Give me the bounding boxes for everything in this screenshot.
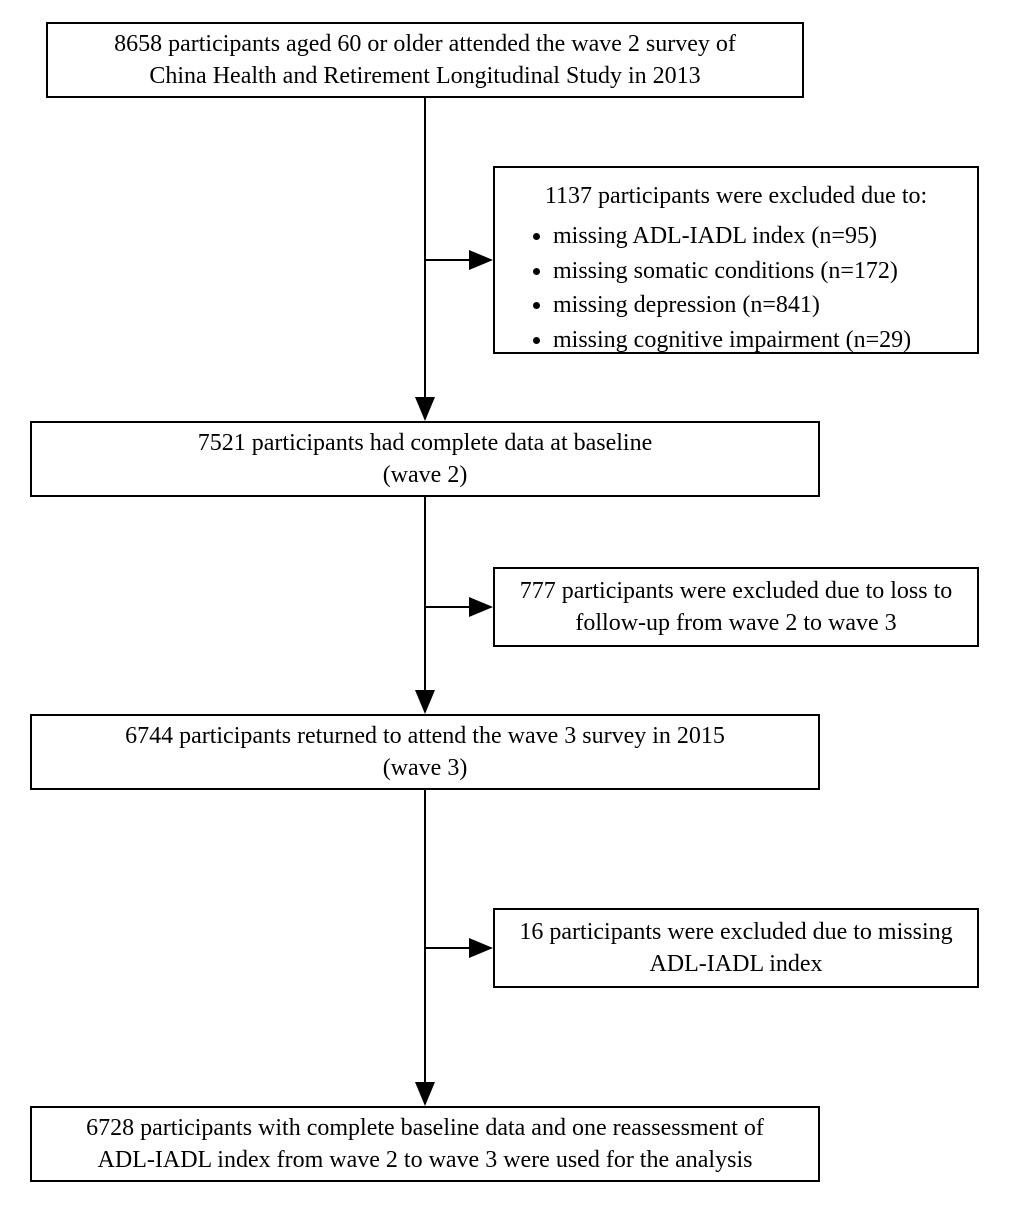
node-exclusion-followup: 777 participants were excluded due to lo… xyxy=(493,567,979,647)
node-text: 8658 participants aged 60 or older atten… xyxy=(114,28,736,60)
node-text: 7521 participants had complete data at b… xyxy=(198,427,653,459)
node-baseline-complete: 7521 participants had complete data at b… xyxy=(30,421,820,497)
node-text: 6744 participants returned to attend the… xyxy=(125,720,725,752)
node-initial-cohort: 8658 participants aged 60 or older atten… xyxy=(46,22,804,98)
bullet-item: missing cognitive impairment (n=29) xyxy=(553,324,911,356)
bullet-item: missing somatic conditions (n=172) xyxy=(553,255,911,287)
flowchart-canvas: 8658 participants aged 60 or older atten… xyxy=(0,0,1015,1209)
node-exclusion-adl: 16 participants were excluded due to mis… xyxy=(493,908,979,988)
node-text: China Health and Retirement Longitudinal… xyxy=(149,60,700,92)
node-text: (wave 3) xyxy=(383,752,468,784)
node-final-analysis: 6728 participants with complete baseline… xyxy=(30,1106,820,1182)
node-text: ADL-IADL index xyxy=(649,948,822,980)
node-text: 777 participants were excluded due to lo… xyxy=(520,575,953,607)
node-exclusion-baseline: 1137 participants were excluded due to: … xyxy=(493,166,979,354)
node-text: 16 participants were excluded due to mis… xyxy=(519,916,952,948)
exclusion-bullet-list: missing ADL-IADL index (n=95) missing so… xyxy=(509,218,911,358)
node-wave3-returned: 6744 participants returned to attend the… xyxy=(30,714,820,790)
node-text: 6728 participants with complete baseline… xyxy=(86,1112,764,1144)
node-text: follow-up from wave 2 to wave 3 xyxy=(575,607,896,639)
bullet-item: missing depression (n=841) xyxy=(553,289,911,321)
node-text: (wave 2) xyxy=(383,459,468,491)
node-text: ADL-IADL index from wave 2 to wave 3 wer… xyxy=(98,1144,753,1176)
node-text: 1137 participants were excluded due to: xyxy=(545,180,927,212)
bullet-item: missing ADL-IADL index (n=95) xyxy=(553,220,911,252)
